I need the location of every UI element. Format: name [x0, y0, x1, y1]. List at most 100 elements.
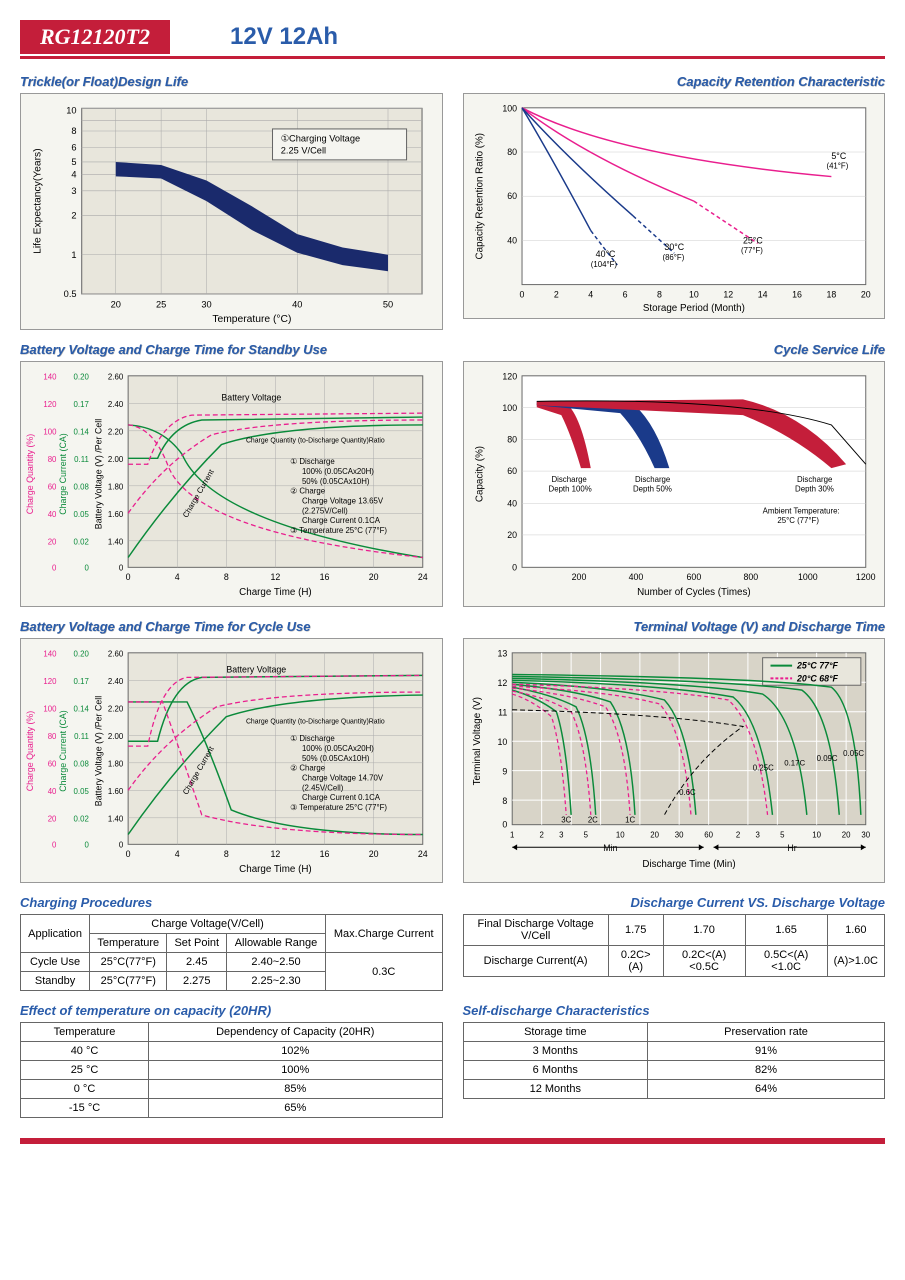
- table-charging-procedures: Charging Procedures Application Charge V…: [20, 895, 443, 991]
- svg-text:120: 120: [43, 400, 57, 409]
- svg-text:Depth 50%: Depth 50%: [633, 485, 672, 494]
- footer-bar: [20, 1138, 885, 1144]
- svg-text:0.14: 0.14: [74, 704, 90, 713]
- svg-text:11: 11: [498, 707, 507, 717]
- svg-text:25°C 77°F: 25°C 77°F: [796, 660, 839, 670]
- svg-text:2: 2: [71, 211, 76, 221]
- svg-text:3: 3: [71, 186, 76, 196]
- chart-cycle-life: Cycle Service Life DischargeDepth: [463, 342, 886, 607]
- svg-text:6: 6: [622, 289, 627, 299]
- svg-text:0.02: 0.02: [74, 538, 89, 547]
- svg-text:0.02: 0.02: [74, 814, 89, 823]
- svg-text:0: 0: [119, 563, 124, 572]
- svg-text:80: 80: [507, 147, 517, 157]
- svg-text:4: 4: [175, 849, 180, 859]
- svg-text:3: 3: [755, 830, 760, 839]
- svg-text:50% (0.05CAx10H): 50% (0.05CAx10H): [302, 753, 370, 762]
- svg-text:Min: Min: [603, 843, 617, 853]
- svg-text:0.17: 0.17: [74, 677, 89, 686]
- svg-text:1000: 1000: [797, 572, 817, 582]
- svg-text:2.25 V/Cell: 2.25 V/Cell: [281, 146, 326, 156]
- svg-text:(41°F): (41°F): [826, 162, 848, 171]
- svg-text:1.60: 1.60: [108, 510, 124, 519]
- svg-text:80: 80: [507, 434, 517, 444]
- svg-text:1200: 1200: [855, 572, 875, 582]
- svg-text:12: 12: [271, 849, 281, 859]
- svg-text:800: 800: [743, 572, 758, 582]
- svg-text:20: 20: [507, 530, 517, 540]
- svg-text:20: 20: [369, 572, 379, 582]
- svg-text:Ambient Temperature:: Ambient Temperature:: [762, 506, 839, 515]
- svg-text:20: 20: [48, 814, 57, 823]
- svg-text:2.20: 2.20: [108, 704, 124, 713]
- svg-text:9: 9: [502, 766, 507, 776]
- svg-text:8: 8: [502, 796, 507, 806]
- svg-text:16: 16: [792, 289, 802, 299]
- svg-text:5: 5: [583, 830, 588, 839]
- table-temp-capacity: Effect of temperature on capacity (20HR)…: [20, 1003, 443, 1118]
- svg-text:20: 20: [111, 299, 121, 309]
- svg-text:Life Expectancy(Years): Life Expectancy(Years): [32, 148, 43, 254]
- svg-text:10: 10: [66, 105, 76, 115]
- svg-text:60: 60: [48, 483, 57, 492]
- svg-text:18: 18: [826, 289, 836, 299]
- svg-text:40: 40: [48, 510, 57, 519]
- svg-text:1C: 1C: [625, 815, 635, 824]
- svg-text:Charge Quantity (to-Discharge: Charge Quantity (to-Discharge Quantity)R…: [246, 437, 385, 444]
- svg-text:0.6C: 0.6C: [679, 788, 696, 797]
- spec-title: 12V 12Ah: [230, 23, 338, 51]
- svg-text:5°C: 5°C: [831, 151, 846, 161]
- svg-text:100% (0.05CAx20H): 100% (0.05CAx20H): [302, 744, 374, 753]
- svg-text:80: 80: [48, 455, 57, 464]
- svg-text:8: 8: [224, 849, 229, 859]
- svg-text:Hr: Hr: [787, 843, 796, 853]
- svg-text:30: 30: [674, 830, 683, 839]
- svg-text:8: 8: [71, 126, 76, 136]
- svg-text:1.40: 1.40: [108, 538, 124, 547]
- svg-text:0: 0: [119, 840, 124, 849]
- svg-text:12: 12: [271, 572, 281, 582]
- svg-text:(86°F): (86°F): [662, 253, 684, 262]
- svg-text:4: 4: [71, 169, 76, 179]
- svg-text:20: 20: [860, 289, 870, 299]
- svg-text:③ Temperature 25°C (77°F): ③ Temperature 25°C (77°F): [290, 803, 387, 812]
- svg-text:10: 10: [497, 737, 507, 747]
- svg-text:100: 100: [43, 704, 57, 713]
- svg-text:2C: 2C: [587, 815, 597, 824]
- svg-text:Capacity Retention Ratio (%): Capacity Retention Ratio (%): [474, 133, 485, 260]
- svg-text:10: 10: [688, 289, 698, 299]
- svg-text:8: 8: [224, 572, 229, 582]
- chart-terminal-voltage: Terminal Voltage (V) and Discharge Time: [463, 619, 886, 884]
- svg-text:25: 25: [156, 299, 166, 309]
- svg-text:② Charge: ② Charge: [290, 763, 326, 772]
- svg-text:Charge Voltage 13.65V: Charge Voltage 13.65V: [302, 496, 384, 505]
- svg-text:Storage Period (Month): Storage Period (Month): [642, 303, 744, 314]
- svg-text:2.60: 2.60: [108, 373, 124, 382]
- svg-text:4: 4: [175, 572, 180, 582]
- svg-text:(2.45V/Cell): (2.45V/Cell): [302, 783, 344, 792]
- svg-text:6: 6: [71, 143, 76, 153]
- svg-text:(2.275V/Cell): (2.275V/Cell): [302, 506, 348, 515]
- svg-text:① Discharge: ① Discharge: [290, 457, 335, 466]
- svg-text:0.05C: 0.05C: [843, 749, 864, 758]
- svg-text:0.20: 0.20: [74, 649, 90, 658]
- svg-text:0: 0: [502, 819, 507, 829]
- svg-text:Depth 30%: Depth 30%: [795, 485, 834, 494]
- svg-text:1.60: 1.60: [108, 787, 124, 796]
- svg-text:20: 20: [48, 538, 57, 547]
- svg-text:0.11: 0.11: [74, 455, 89, 464]
- svg-text:140: 140: [43, 373, 57, 382]
- svg-text:40: 40: [292, 299, 302, 309]
- svg-text:0: 0: [52, 840, 57, 849]
- svg-text:1.40: 1.40: [108, 814, 124, 823]
- svg-text:0: 0: [126, 572, 131, 582]
- svg-text:40: 40: [48, 787, 57, 796]
- svg-text:0.17: 0.17: [74, 400, 89, 409]
- svg-text:Discharge: Discharge: [634, 475, 670, 484]
- svg-text:60: 60: [704, 830, 713, 839]
- svg-text:Temperature (°C): Temperature (°C): [212, 314, 291, 325]
- svg-text:Charge Time (H): Charge Time (H): [239, 587, 312, 598]
- svg-text:2.40: 2.40: [108, 400, 124, 409]
- table-self-discharge: Self-discharge Characteristics Storage t…: [463, 1003, 886, 1118]
- svg-text:0.08: 0.08: [74, 483, 90, 492]
